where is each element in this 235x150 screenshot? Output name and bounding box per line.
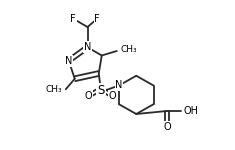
Text: F: F xyxy=(70,14,76,24)
Text: S: S xyxy=(97,84,105,97)
Text: OH: OH xyxy=(183,106,198,116)
Text: O: O xyxy=(108,91,116,101)
Text: O: O xyxy=(163,122,171,132)
Text: N: N xyxy=(84,42,91,52)
Text: O: O xyxy=(84,91,92,101)
Text: N: N xyxy=(65,56,72,66)
Text: N: N xyxy=(115,81,123,90)
Text: F: F xyxy=(94,14,100,24)
Text: CH₃: CH₃ xyxy=(121,45,137,54)
Text: CH₃: CH₃ xyxy=(45,85,62,94)
